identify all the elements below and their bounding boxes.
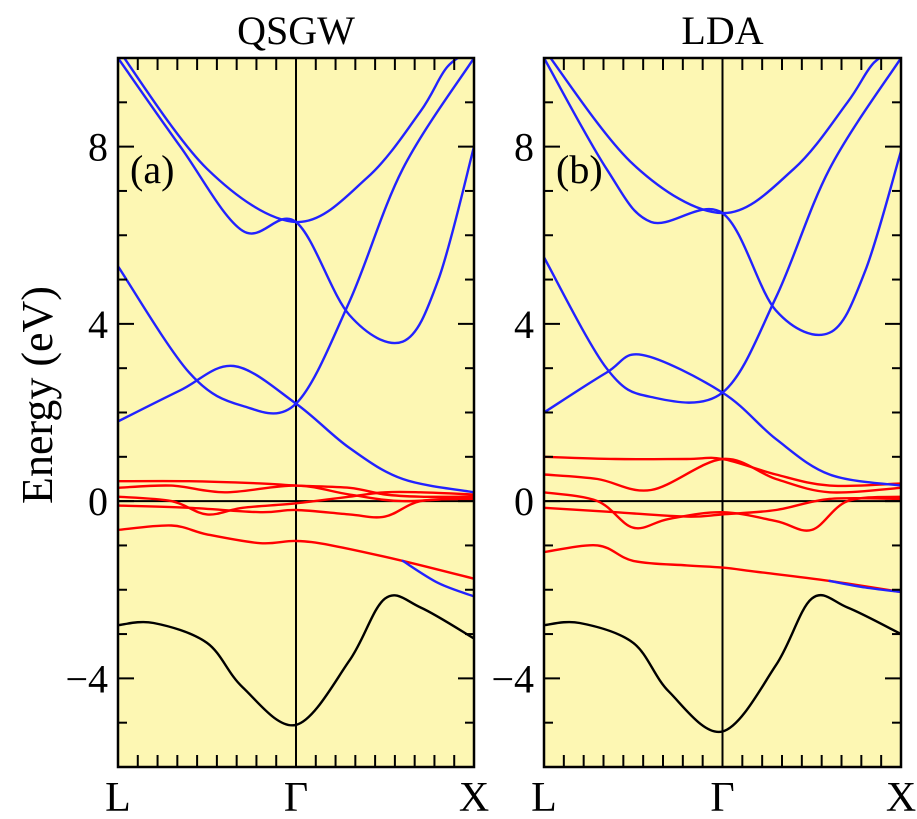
y-tick-label: −4 <box>491 656 534 701</box>
band-line <box>544 58 901 337</box>
band-line <box>122 58 460 224</box>
panel-title: QSGW <box>237 8 355 53</box>
band-lines <box>118 58 474 727</box>
x-tick-label: Γ <box>710 775 734 814</box>
band-line <box>828 579 901 594</box>
x-tick-label: X <box>886 775 916 814</box>
x-tick-label: L <box>105 775 131 814</box>
band-line <box>544 58 901 404</box>
band-line <box>118 484 474 503</box>
y-tick-label: 0 <box>88 479 108 524</box>
plot-frame <box>542 56 903 769</box>
band-line <box>544 593 901 734</box>
x-tick-label: L <box>531 775 557 814</box>
y-tick-label: 8 <box>514 125 534 170</box>
band-line <box>118 490 474 516</box>
plot-frame <box>116 56 476 769</box>
panel-title: LDA <box>681 8 763 53</box>
band-line <box>118 58 474 415</box>
band-line <box>118 497 474 519</box>
band-line <box>544 491 901 532</box>
band-lines <box>544 58 901 734</box>
panel-label: (b) <box>556 147 603 192</box>
band-line <box>118 479 474 499</box>
y-axis-label: Energy (eV) <box>13 286 62 504</box>
band-line <box>401 559 474 598</box>
band-line <box>549 58 883 215</box>
band-line <box>118 594 474 727</box>
y-tick-label: 4 <box>88 302 108 347</box>
y-tick-label: 8 <box>88 125 108 170</box>
panel-qsgw: −4 0 4 8 L Γ X QSGW (a) <box>65 8 489 819</box>
y-tick-label: 0 <box>514 479 534 524</box>
x-tick-label: Γ <box>284 775 308 814</box>
y-tick-label: 4 <box>514 302 534 347</box>
band-line <box>544 457 901 494</box>
x-tick-label: X <box>459 775 489 814</box>
panel-label: (a) <box>130 147 174 192</box>
band-line <box>544 496 901 518</box>
panel-lda: −4 0 4 8 L Γ X LDA (b) <box>491 8 916 819</box>
band-line <box>118 58 474 345</box>
y-tick-label: −4 <box>65 656 108 701</box>
